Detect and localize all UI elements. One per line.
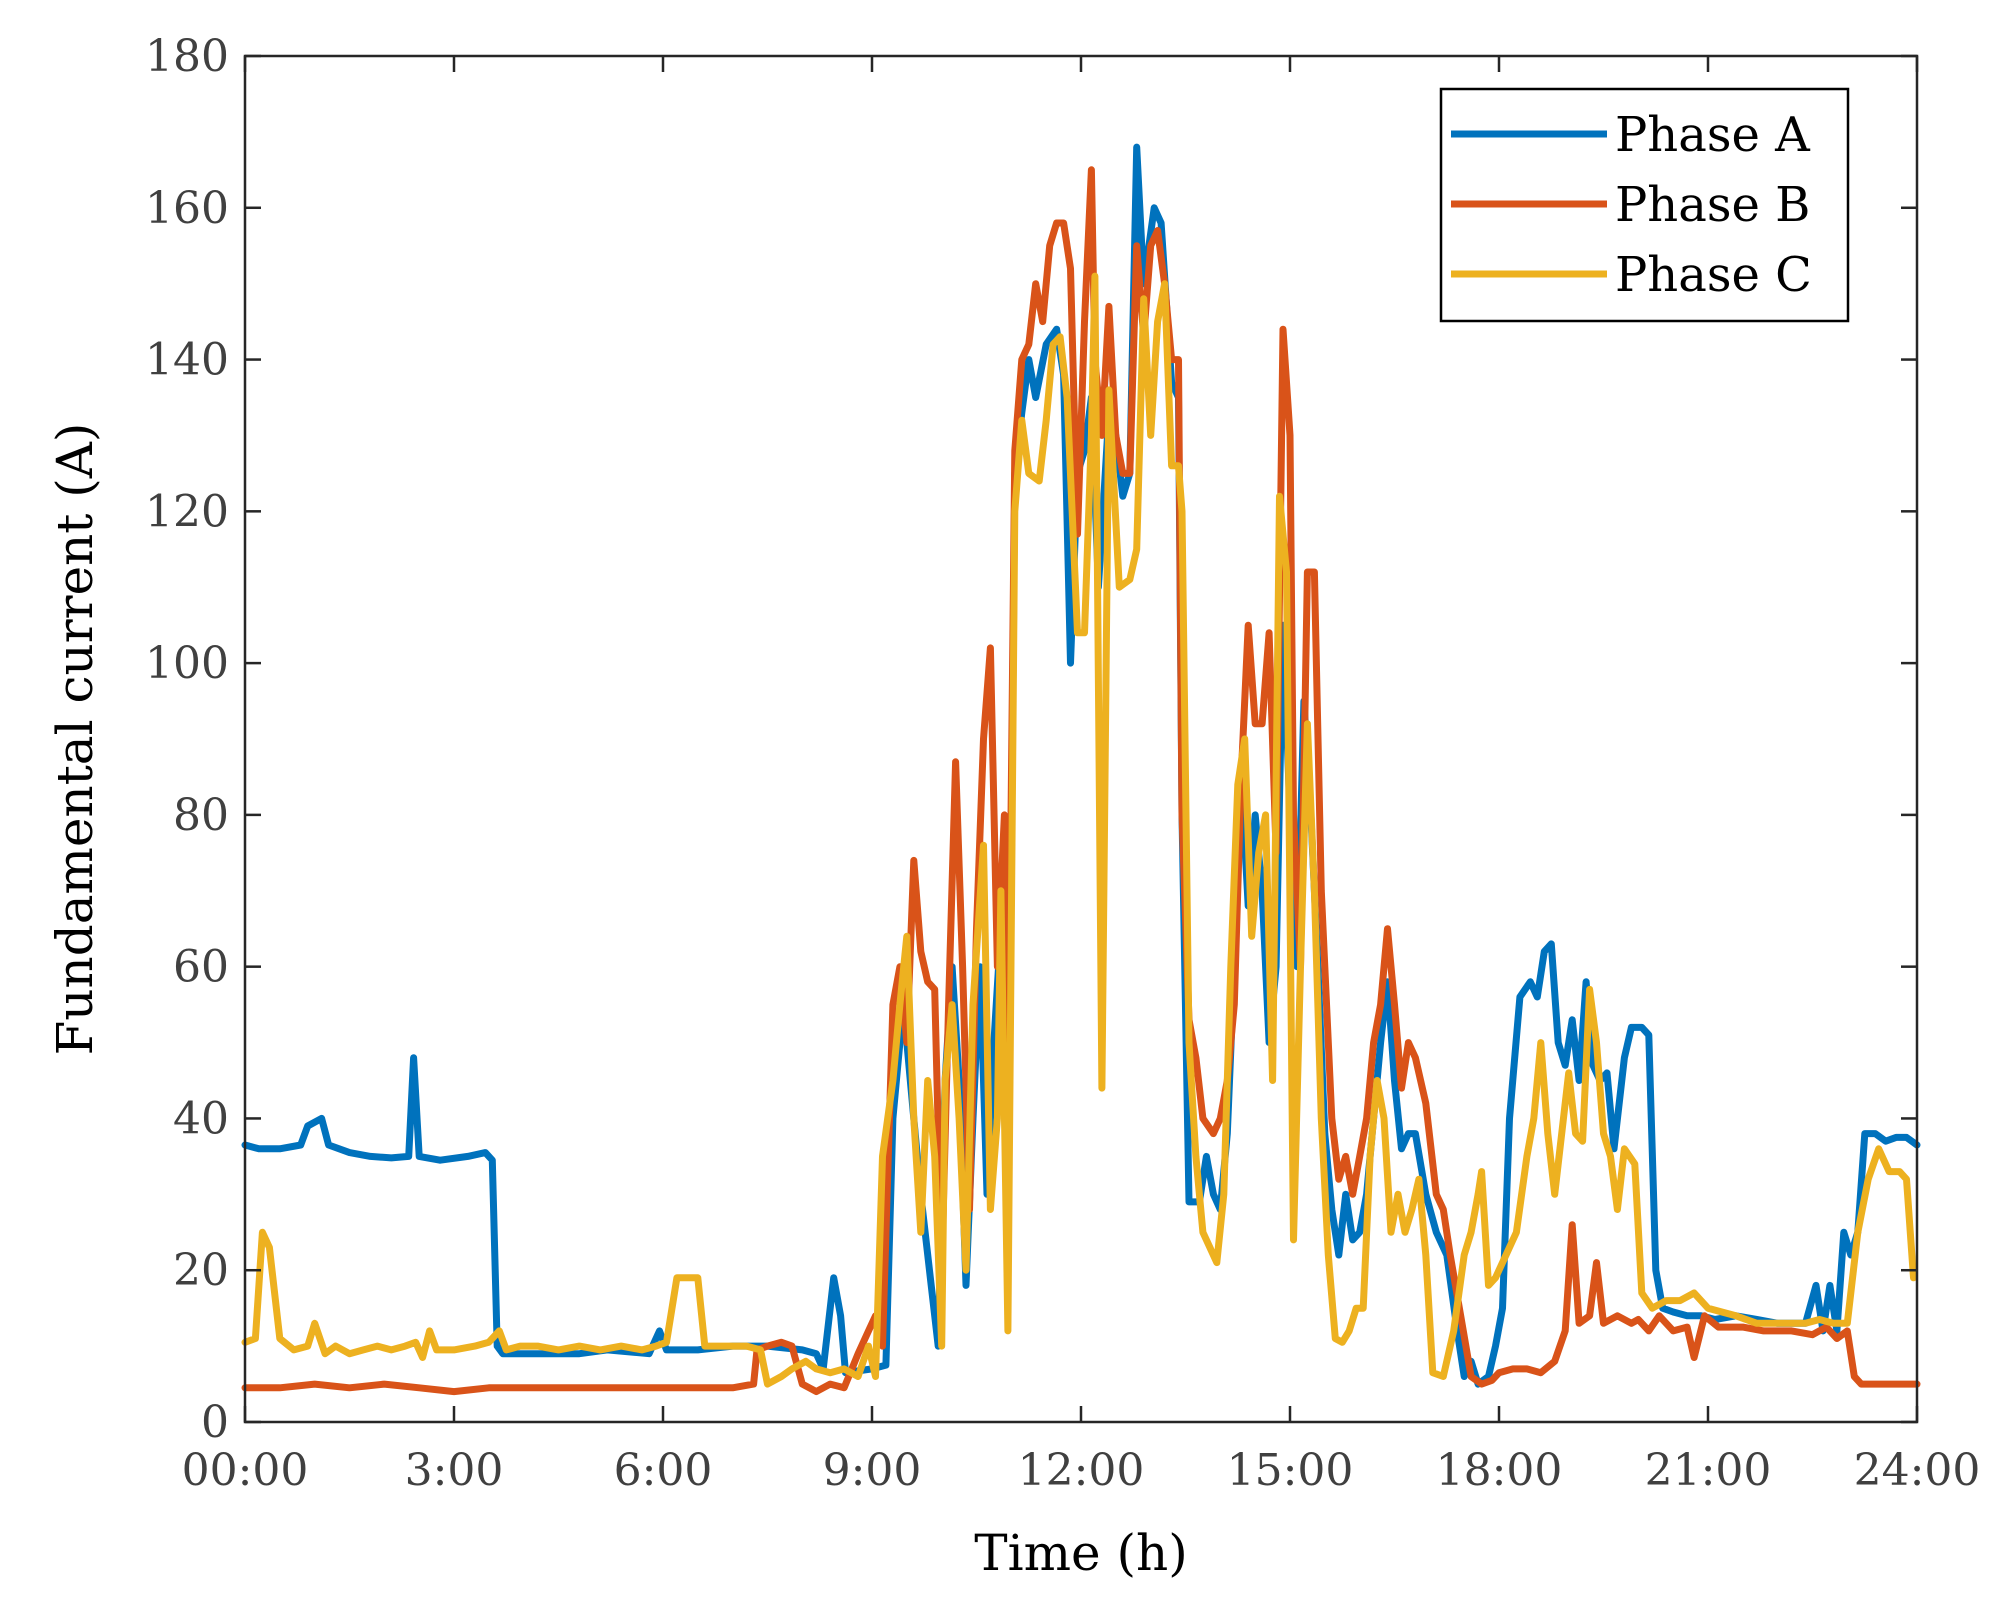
plot-frame: [243, 54, 1919, 1424]
x-tick-label: 12:00: [1018, 1445, 1145, 1496]
x-tick-label: 24:00: [1854, 1445, 1981, 1496]
y-tick-label: 80: [173, 790, 229, 841]
x-tick-label: 3:00: [405, 1445, 504, 1496]
y-tick-label: 120: [145, 486, 229, 537]
y-tick-label: 60: [173, 942, 229, 993]
series-group: [241, 143, 1921, 1396]
tick-labels-group: 00:00 3:00 6:00 9:00 12:00 15:00 18:00 21:00 24:…: [145, 31, 1980, 1496]
x-tick-label: 00:00: [182, 1445, 309, 1496]
series-line-phase-b: [241, 166, 1921, 1396]
y-tick-label: 40: [173, 1093, 229, 1144]
legend-label-phase-b: Phase B: [1615, 177, 1810, 233]
x-tick-label: 21:00: [1645, 1445, 1772, 1496]
y-tick-label: 100: [145, 638, 229, 689]
legend-label-phase-a: Phase A: [1615, 107, 1811, 163]
legend-label-phase-c: Phase C: [1615, 247, 1812, 303]
legend: Phase A Phase B Phase C: [1439, 87, 1850, 323]
y-tick-label: 20: [173, 1245, 229, 1296]
x-tick-label: 9:00: [823, 1445, 922, 1496]
x-axis-title: Time (h): [974, 1524, 1187, 1582]
x-tick-label: 15:00: [1227, 1445, 1354, 1496]
y-tick-label: 160: [145, 183, 229, 234]
y-axis-title: Fundamental current (A): [46, 423, 104, 1056]
series-line-phase-c: [241, 272, 1917, 1388]
y-tick-label: 0: [201, 1397, 229, 1448]
x-tick-label: 18:00: [1436, 1445, 1563, 1496]
y-tick-label: 180: [145, 31, 229, 82]
y-tick-label: 140: [145, 335, 229, 386]
x-tick-label: 6:00: [614, 1445, 713, 1496]
